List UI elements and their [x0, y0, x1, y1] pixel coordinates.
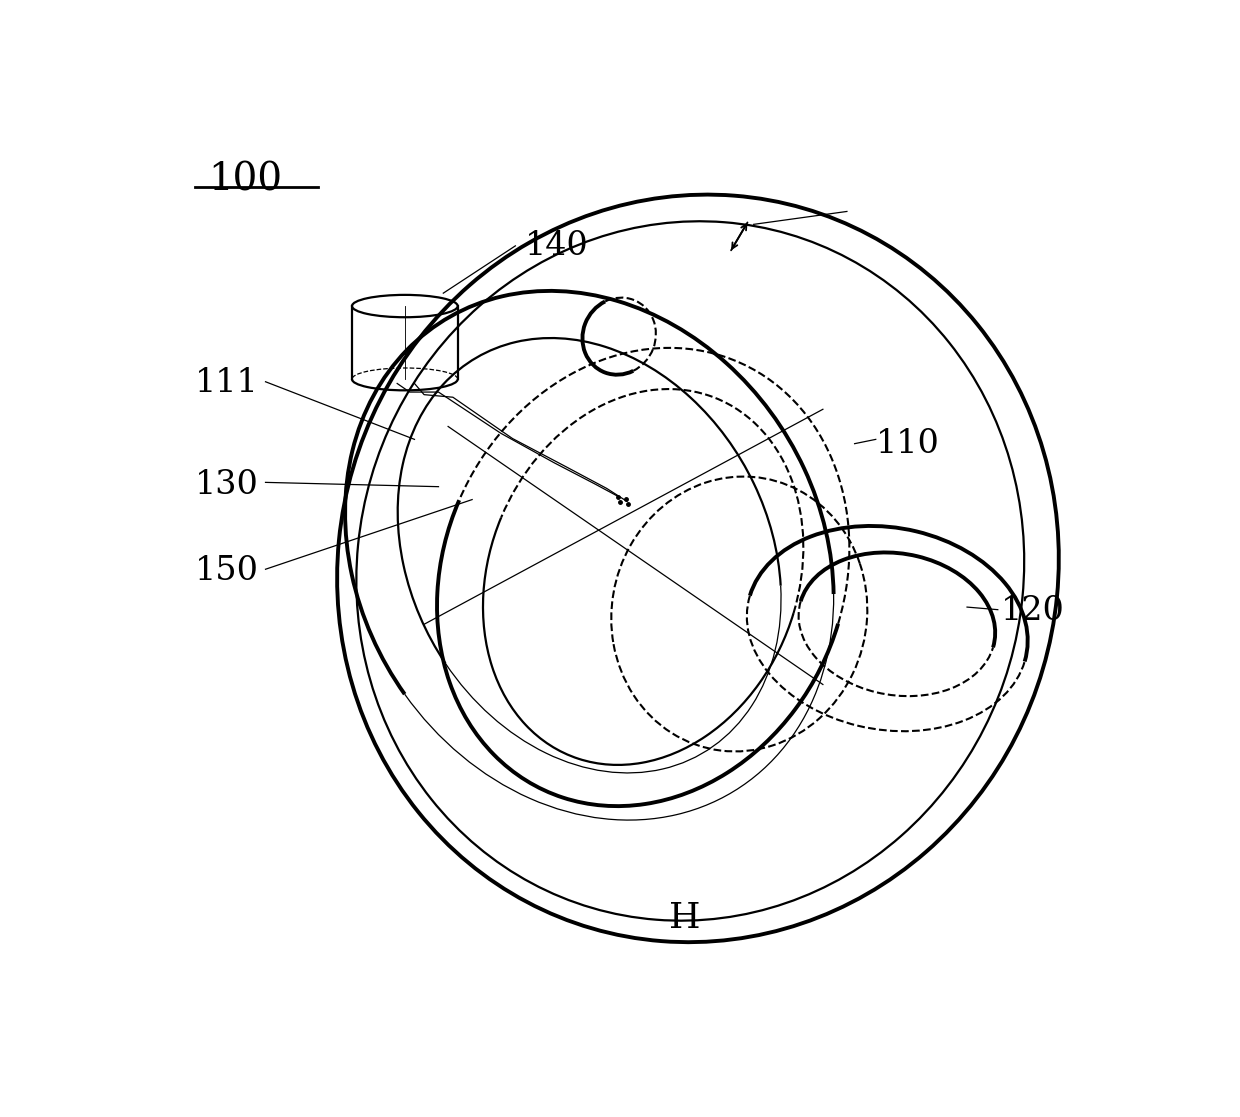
Text: 130: 130 — [196, 469, 259, 500]
Text: 140: 140 — [525, 230, 589, 261]
Text: 120: 120 — [1001, 595, 1065, 628]
Text: 110: 110 — [875, 428, 940, 460]
Text: 150: 150 — [196, 555, 259, 586]
Text: 100: 100 — [208, 162, 281, 199]
Text: 111: 111 — [196, 367, 259, 400]
Text: H: H — [670, 901, 701, 935]
